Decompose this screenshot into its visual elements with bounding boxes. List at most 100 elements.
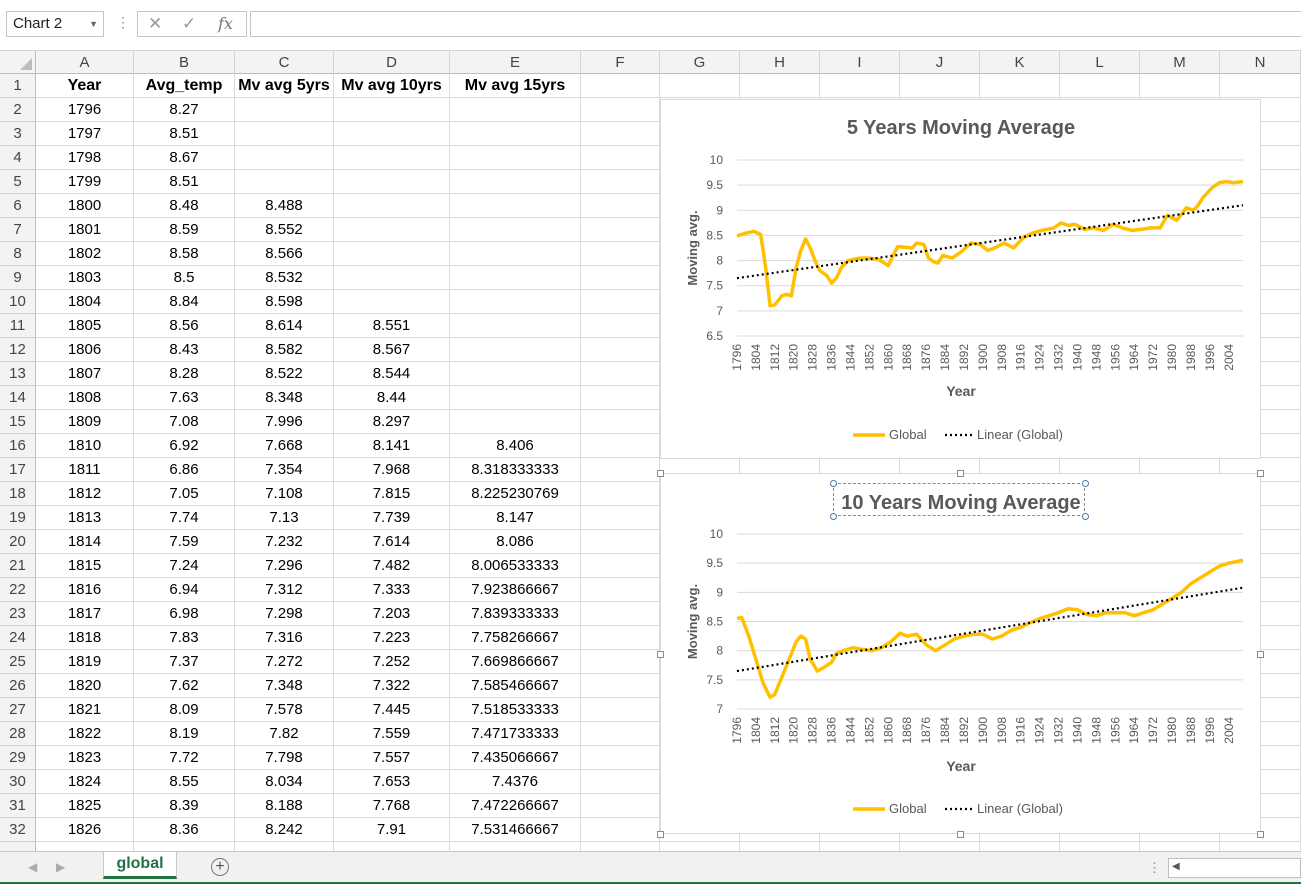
cell[interactable]: 8.551: [334, 314, 450, 338]
cell[interactable]: 8.147: [450, 506, 581, 530]
cell[interactable]: 8.55: [134, 770, 235, 794]
cell[interactable]: [450, 170, 581, 194]
cell[interactable]: [334, 266, 450, 290]
header-cell[interactable]: [581, 74, 660, 98]
cell[interactable]: [334, 122, 450, 146]
cell[interactable]: [334, 170, 450, 194]
header-cell[interactable]: [1220, 74, 1301, 98]
cell[interactable]: [820, 842, 900, 851]
row-header-14[interactable]: 14: [0, 386, 36, 410]
row-header-24[interactable]: 24: [0, 626, 36, 650]
cell[interactable]: [581, 194, 660, 218]
cell[interactable]: 7.312: [235, 578, 334, 602]
cell[interactable]: [450, 98, 581, 122]
cell[interactable]: 7.91: [334, 818, 450, 842]
cell[interactable]: 8.544: [334, 362, 450, 386]
cell[interactable]: 7.63: [134, 386, 235, 410]
resize-handle[interactable]: [957, 831, 964, 838]
cell[interactable]: 7.108: [235, 482, 334, 506]
cell[interactable]: 7.578: [235, 698, 334, 722]
cell[interactable]: [450, 842, 581, 851]
row-header-23[interactable]: 23: [0, 602, 36, 626]
cell[interactable]: 8.44: [334, 386, 450, 410]
cell[interactable]: 8.598: [235, 290, 334, 314]
cell[interactable]: 1818: [36, 626, 134, 650]
cell[interactable]: 1817: [36, 602, 134, 626]
cell[interactable]: [334, 98, 450, 122]
row-header-30[interactable]: 30: [0, 770, 36, 794]
cell[interactable]: [581, 626, 660, 650]
row-header-4[interactable]: 4: [0, 146, 36, 170]
cell[interactable]: 7.798: [235, 746, 334, 770]
cell[interactable]: [450, 386, 581, 410]
cell[interactable]: 8.242: [235, 818, 334, 842]
row-header-3[interactable]: 3: [0, 122, 36, 146]
cell[interactable]: 7.59: [134, 530, 235, 554]
row-header-33[interactable]: [0, 842, 36, 851]
cell[interactable]: [334, 218, 450, 242]
cell[interactable]: 1820: [36, 674, 134, 698]
cell[interactable]: 7.354: [235, 458, 334, 482]
row-header-13[interactable]: 13: [0, 362, 36, 386]
resize-handle[interactable]: [657, 831, 664, 838]
cell[interactable]: 8.28: [134, 362, 235, 386]
title-handle[interactable]: [1082, 480, 1089, 487]
cell[interactable]: 7.531466667: [450, 818, 581, 842]
cell[interactable]: 8.5: [134, 266, 235, 290]
column-header-m[interactable]: M: [1140, 51, 1220, 74]
cell[interactable]: 1823: [36, 746, 134, 770]
cell[interactable]: 7.37: [134, 650, 235, 674]
cell[interactable]: 7.348: [235, 674, 334, 698]
cell[interactable]: 1798: [36, 146, 134, 170]
cell[interactable]: 8.552: [235, 218, 334, 242]
cell[interactable]: 7.445: [334, 698, 450, 722]
column-header-k[interactable]: K: [980, 51, 1060, 74]
cell[interactable]: [334, 290, 450, 314]
cell[interactable]: 7.223: [334, 626, 450, 650]
cell[interactable]: 7.203: [334, 602, 450, 626]
cell[interactable]: 1809: [36, 410, 134, 434]
cell[interactable]: [450, 122, 581, 146]
header-cell[interactable]: [740, 74, 820, 98]
header-cell[interactable]: [900, 74, 980, 98]
cell[interactable]: [450, 290, 581, 314]
row-header-12[interactable]: 12: [0, 338, 36, 362]
row-header-26[interactable]: 26: [0, 674, 36, 698]
row-header-32[interactable]: 32: [0, 818, 36, 842]
cell[interactable]: 8.006533333: [450, 554, 581, 578]
row-header-27[interactable]: 27: [0, 698, 36, 722]
cell[interactable]: [581, 650, 660, 674]
cancel-icon[interactable]: ✕: [148, 14, 163, 33]
header-cell[interactable]: [1060, 74, 1140, 98]
column-header-n[interactable]: N: [1220, 51, 1301, 74]
cell[interactable]: 8.614: [235, 314, 334, 338]
scroll-right-icon[interactable]: ▶: [56, 860, 66, 874]
cell[interactable]: 1824: [36, 770, 134, 794]
cell[interactable]: 8.19: [134, 722, 235, 746]
row-header-17[interactable]: 17: [0, 458, 36, 482]
chart-5yr-moving-average[interactable]: 5 Years Moving Average 10 9.5 9 8.5 8 7.5 7 6.5 1…: [660, 99, 1261, 459]
cell[interactable]: 8.48: [134, 194, 235, 218]
cell[interactable]: 7.252: [334, 650, 450, 674]
cell[interactable]: 1812: [36, 482, 134, 506]
cell[interactable]: [235, 98, 334, 122]
cell[interactable]: 1822: [36, 722, 134, 746]
cell[interactable]: [450, 146, 581, 170]
cell[interactable]: 7.471733333: [450, 722, 581, 746]
cell[interactable]: [334, 194, 450, 218]
cell[interactable]: [450, 218, 581, 242]
cell[interactable]: 7.585466667: [450, 674, 581, 698]
cell[interactable]: 8.51: [134, 122, 235, 146]
cell[interactable]: 7.272: [235, 650, 334, 674]
column-header-h[interactable]: H: [740, 51, 820, 74]
column-header-g[interactable]: G: [660, 51, 740, 74]
cell[interactable]: [581, 98, 660, 122]
row-header-16[interactable]: 16: [0, 434, 36, 458]
sheet-tab-global[interactable]: global: [103, 852, 177, 879]
cell[interactable]: 1807: [36, 362, 134, 386]
cell[interactable]: [581, 506, 660, 530]
cell[interactable]: 7.298: [235, 602, 334, 626]
cell[interactable]: [581, 530, 660, 554]
cell[interactable]: [450, 314, 581, 338]
row-header-15[interactable]: 15: [0, 410, 36, 434]
